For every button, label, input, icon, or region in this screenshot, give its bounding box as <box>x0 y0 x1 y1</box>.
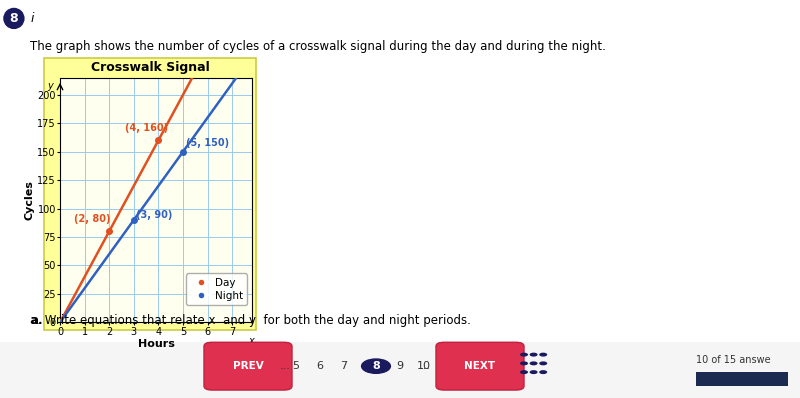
Text: 10: 10 <box>417 361 431 371</box>
Text: 6: 6 <box>317 361 323 371</box>
X-axis label: Hours: Hours <box>138 339 174 349</box>
Text: NEXT: NEXT <box>465 361 495 371</box>
Text: (4, 160): (4, 160) <box>126 123 168 133</box>
Text: Crosswalk Signal: Crosswalk Signal <box>90 61 210 74</box>
Text: y: y <box>47 81 53 91</box>
Legend: Day, Night: Day, Night <box>186 273 246 305</box>
Text: a. Write equations that relate x  and y  for both the day and night periods.: a. Write equations that relate x and y f… <box>30 314 471 328</box>
Text: 8: 8 <box>10 12 18 25</box>
Text: ...: ... <box>280 361 291 371</box>
Text: x: x <box>248 336 254 346</box>
Text: (5, 150): (5, 150) <box>186 138 229 148</box>
Text: 7: 7 <box>341 361 347 371</box>
Y-axis label: Cycles: Cycles <box>25 180 34 220</box>
Text: 5: 5 <box>293 361 299 371</box>
Text: ...: ... <box>420 361 431 371</box>
Text: i: i <box>30 12 34 25</box>
Text: 9: 9 <box>397 361 403 371</box>
Text: The graph shows the number of cycles of a crosswalk signal during the day and du: The graph shows the number of cycles of … <box>30 40 606 53</box>
Text: (2, 80): (2, 80) <box>74 214 110 224</box>
Text: (3, 90): (3, 90) <box>136 210 173 220</box>
Text: a.: a. <box>30 314 43 328</box>
Text: PREV: PREV <box>233 361 263 371</box>
Text: 10 of 15 answe: 10 of 15 answe <box>696 355 770 365</box>
Text: 8: 8 <box>372 361 380 371</box>
